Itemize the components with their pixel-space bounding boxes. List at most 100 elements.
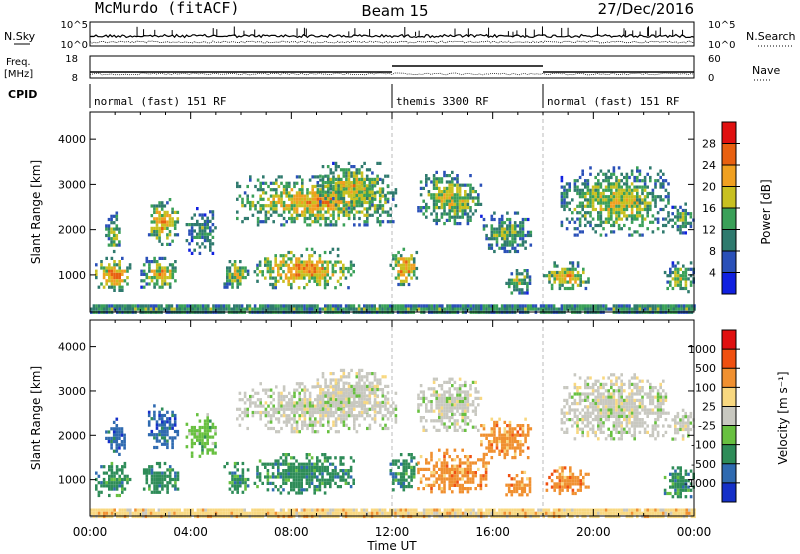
heatmap-cell xyxy=(126,477,129,482)
heatmap-cell xyxy=(352,307,356,311)
heatmap-cell xyxy=(181,307,184,311)
heatmap-cell xyxy=(329,177,333,181)
heatmap-cell xyxy=(371,171,374,175)
heatmap-cell xyxy=(311,410,314,415)
heatmap-cell xyxy=(620,227,623,231)
heatmap-cell xyxy=(155,217,159,221)
heatmap-cell xyxy=(155,272,159,276)
heatmap-cell xyxy=(448,477,451,481)
heatmap-cell xyxy=(201,304,205,308)
heatmap-cell xyxy=(329,184,333,188)
heatmap-cell xyxy=(324,384,327,388)
heatmap-cell xyxy=(209,435,212,439)
heatmap-cell xyxy=(262,410,265,415)
heatmap-cell xyxy=(308,276,311,280)
heatmap-cell xyxy=(368,384,372,388)
heatmap-cell xyxy=(599,220,603,224)
heatmap-cell xyxy=(256,263,259,267)
heatmap-cell xyxy=(214,425,217,430)
heatmap-cell xyxy=(366,200,369,205)
heatmap-cell xyxy=(148,471,151,475)
heatmap-cell xyxy=(238,194,242,198)
heatmap-cell xyxy=(196,413,199,417)
heatmap-cell xyxy=(153,260,156,264)
heatmap-cell xyxy=(435,218,438,222)
heatmap-cell xyxy=(301,388,304,392)
heatmap-cell xyxy=(438,477,441,481)
heatmap-cell xyxy=(500,246,504,250)
heatmap-cell xyxy=(136,304,140,308)
heatmap-cell xyxy=(158,214,161,218)
nave-tick-bottom: 0 xyxy=(708,73,714,84)
heatmap-cell xyxy=(690,304,694,308)
heatmap-cell xyxy=(399,453,403,457)
heatmap-cell xyxy=(340,420,343,424)
heatmap-cell xyxy=(279,472,283,476)
heatmap-cell xyxy=(456,177,459,181)
heatmap-cell xyxy=(347,168,351,172)
heatmap-cell xyxy=(112,227,116,231)
heatmap-cell xyxy=(459,307,462,311)
heatmap-cell xyxy=(353,200,356,205)
heatmap-cell xyxy=(656,179,660,183)
heatmap-cell xyxy=(160,442,164,446)
heatmap-cell xyxy=(266,260,270,264)
heatmap-cell xyxy=(233,471,237,475)
heatmap-cell xyxy=(448,215,451,219)
freq-tick-bottom: 8 xyxy=(72,73,78,84)
heatmap-cell xyxy=(321,394,325,399)
heatmap-cell xyxy=(617,214,621,218)
heatmap-cell xyxy=(342,181,346,185)
heatmap-cell xyxy=(161,477,164,482)
heatmap-cell xyxy=(584,182,587,186)
heatmap-cell xyxy=(95,269,98,273)
heatmap-cell xyxy=(495,243,499,247)
heatmap-cell xyxy=(610,307,613,311)
heatmap-cell xyxy=(669,280,672,284)
heatmap-cell xyxy=(443,190,446,194)
heatmap-cell xyxy=(171,263,175,267)
heatmap-cell xyxy=(410,469,413,473)
heatmap-cell xyxy=(337,384,340,388)
heatmap-cell xyxy=(440,422,444,426)
heatmap-cell xyxy=(308,462,311,466)
heatmap-cell xyxy=(456,396,459,400)
heatmap-cell xyxy=(448,409,451,413)
heatmap-cell xyxy=(168,263,172,267)
heatmap-cell xyxy=(373,384,377,388)
heatmap-cell xyxy=(339,260,342,264)
heatmap-cell xyxy=(649,166,652,170)
heatmap-cell xyxy=(545,274,549,278)
heatmap-cell xyxy=(316,266,319,271)
heatmap-cell xyxy=(295,213,299,217)
heatmap-cell xyxy=(352,263,355,267)
heatmap-cell xyxy=(287,453,290,457)
heatmap-cell xyxy=(453,412,457,416)
heatmap-cell xyxy=(659,304,662,308)
heatmap-cell xyxy=(363,375,366,379)
heatmap-cell xyxy=(456,199,459,203)
heatmap-cell xyxy=(453,458,457,462)
heatmap-cell xyxy=(347,404,351,408)
heatmap-cell xyxy=(378,307,382,311)
heatmap-cell xyxy=(160,407,164,411)
heatmap-cell xyxy=(440,180,444,184)
heatmap-cell xyxy=(438,467,441,471)
heatmap-cell xyxy=(569,267,572,271)
heatmap-cell xyxy=(469,387,472,391)
heatmap-cell xyxy=(332,187,335,191)
heatmap-cell xyxy=(563,304,566,308)
heatmap-cell xyxy=(166,220,169,224)
heatmap-cell xyxy=(236,197,239,201)
heatmap-cell xyxy=(287,250,290,255)
heatmap-cell xyxy=(415,304,418,308)
heatmap-cell xyxy=(550,286,554,291)
heatmap-cell xyxy=(163,426,167,430)
heatmap-cell xyxy=(168,474,172,478)
heatmap-cell xyxy=(493,217,496,222)
heatmap-cell xyxy=(314,175,317,179)
heatmap-cell xyxy=(168,307,171,311)
heatmap-cell xyxy=(153,436,156,440)
heatmap-cell xyxy=(366,213,369,217)
heatmap-cell xyxy=(308,394,312,399)
